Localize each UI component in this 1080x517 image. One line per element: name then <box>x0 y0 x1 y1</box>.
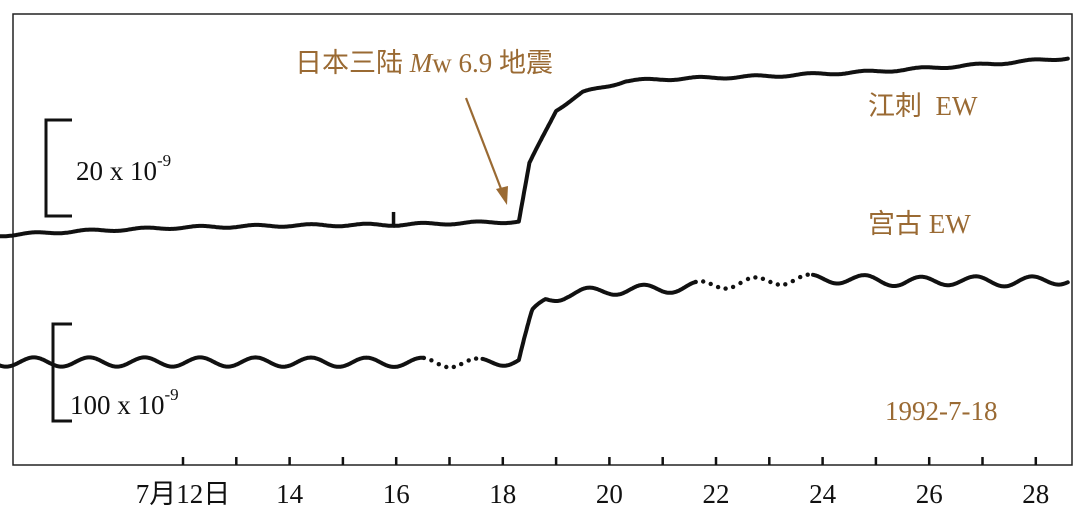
date-label: 1992-7-18 <box>885 396 997 426</box>
x-tick-label: 20 <box>596 479 623 509</box>
series-gap-dot <box>738 280 743 286</box>
series-label-miyako: 宫古 EW <box>868 209 971 239</box>
series-1 <box>0 272 1070 370</box>
x-tick-label: 22 <box>703 479 730 509</box>
scale-bracket-upper <box>44 118 72 218</box>
series-gap-dot <box>805 272 810 277</box>
scale-bar-lower: 100 x 10-9 <box>51 322 179 423</box>
series-gap-dot <box>436 362 441 367</box>
x-axis-tick-labels: 7月12日 14 16 18 20 22 24 26 28 <box>136 479 1050 509</box>
series-layer <box>0 56 1070 370</box>
series-gap-dot <box>723 286 728 291</box>
series-gap-dot <box>701 279 706 284</box>
series-gap-dot <box>466 358 471 363</box>
series-gap-dot <box>745 276 751 282</box>
earthquake-annotation: 日本三陆 Mw 6.9 地震 <box>295 48 553 78</box>
x-tick-label: 26 <box>916 479 943 509</box>
series-0 <box>0 56 1070 239</box>
scale-bar-upper: 20 x 10-9 <box>44 118 171 218</box>
annotation-arrow-head <box>496 186 508 205</box>
x-tick-label: 24 <box>809 479 837 509</box>
x-tick-label: 28 <box>1022 479 1049 509</box>
series-gap-dot <box>715 284 721 290</box>
series-gap-dot <box>429 358 434 363</box>
series-gap-dot <box>473 356 479 361</box>
series-gap-dot <box>753 275 758 280</box>
scale-label-lower: 100 x 10-9 <box>70 385 179 420</box>
series-gap-dot <box>775 282 780 287</box>
series-gap-dot <box>790 278 795 284</box>
scale-label-upper: 20 x 10-9 <box>76 151 171 186</box>
scale-bracket-lower <box>51 322 72 423</box>
series-gap-dot <box>798 274 803 280</box>
series-gap-dot <box>730 284 736 290</box>
x-tick-label: 14 <box>276 479 304 509</box>
series-gap-dot <box>421 355 427 361</box>
series-label-esashi: 江刺 EW <box>868 91 978 121</box>
series-gap-dot <box>708 281 713 287</box>
x-tick-label: 18 <box>489 479 516 509</box>
x-axis-ticks <box>181 457 1038 465</box>
series-gap-dot <box>760 276 766 281</box>
series-line <box>480 280 697 368</box>
series-gap-dot <box>783 282 788 287</box>
series-gap-dot <box>444 364 449 370</box>
series-gap-dot <box>693 279 698 285</box>
x-tick-label: 7月12日 <box>136 479 231 509</box>
series-gap-dot <box>459 361 464 367</box>
series-line <box>0 56 1070 239</box>
series-line <box>811 272 1070 289</box>
x-tick-label: 16 <box>383 479 410 509</box>
series-line <box>0 355 425 369</box>
plot-frame <box>12 13 1073 466</box>
series-gap-dot <box>451 364 456 370</box>
series-gap-dot <box>768 279 773 285</box>
annotation-arrow-shaft <box>464 97 505 195</box>
